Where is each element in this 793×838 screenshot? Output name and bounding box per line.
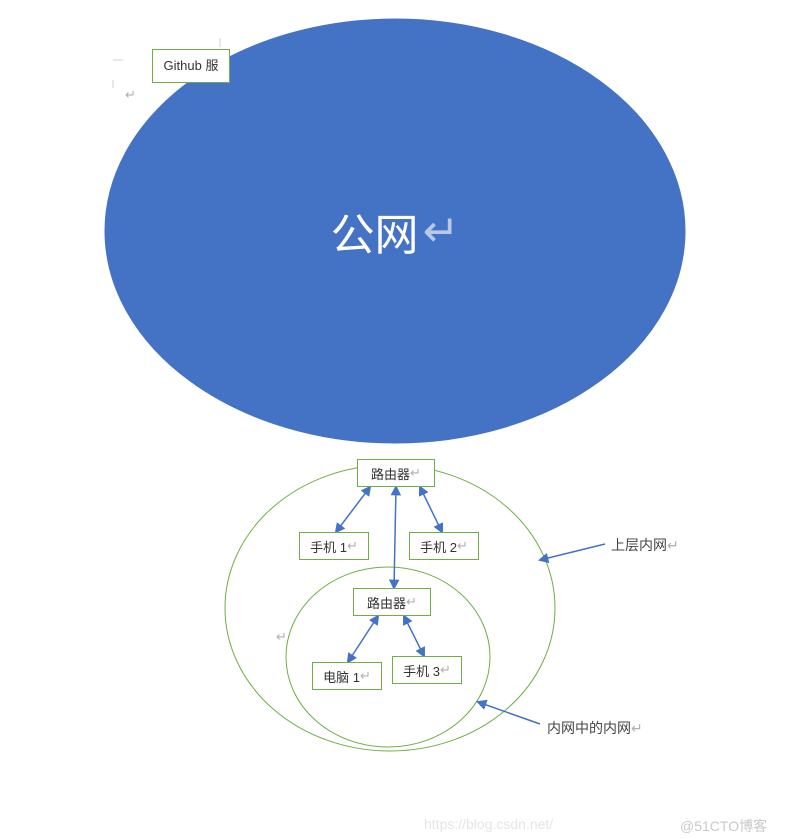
diagram-canvas: { "canvas": { "width": 793, "height": 83… <box>0 0 793 838</box>
label-pointer-0 <box>540 544 605 560</box>
svg-layer <box>0 0 793 838</box>
router-1-box: 路由器↵ <box>357 459 435 487</box>
phone-1-box: 手机 1↵ <box>299 532 369 560</box>
connection-arrow-1 <box>420 487 442 532</box>
inner-lan-label: 内网中的内网↵ <box>547 718 643 738</box>
stray-return-1: ↵ <box>125 87 136 103</box>
connection-arrow-2 <box>394 487 396 588</box>
connection-arrow-3 <box>348 616 378 662</box>
upper-lan-label: 上层内网↵ <box>611 535 679 555</box>
public-network-label: 公网↵ <box>275 196 515 266</box>
phone-2-box: 手机 2↵ <box>409 532 479 560</box>
pc-1-box: 电脑 1↵ <box>312 662 382 690</box>
github-server-box: Github 服 <box>152 49 230 83</box>
connection-arrow-4 <box>404 616 424 656</box>
connection-arrow-0 <box>336 487 370 532</box>
phone-3-box: 手机 3↵ <box>392 656 462 684</box>
router-2-box: 路由器↵ <box>353 588 431 616</box>
label-pointer-1 <box>478 702 540 724</box>
stray-return-2: ↵ <box>276 629 287 645</box>
